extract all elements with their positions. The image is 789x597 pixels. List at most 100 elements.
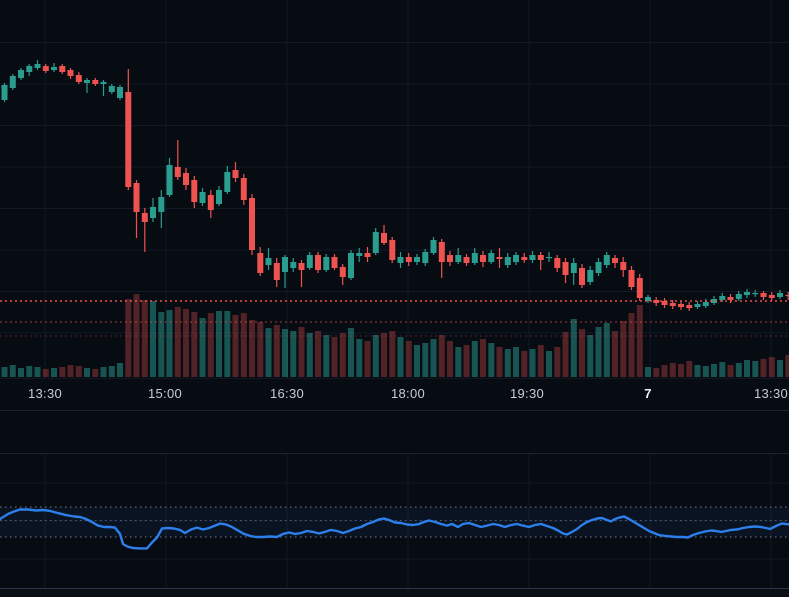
candle-wick bbox=[540, 252, 542, 270]
candle-body bbox=[562, 262, 569, 275]
candle-body bbox=[75, 75, 82, 82]
bottom-axis-strip[interactable] bbox=[0, 588, 789, 597]
volume-bar bbox=[447, 341, 453, 377]
candle-body bbox=[323, 257, 330, 270]
candle-body bbox=[414, 257, 420, 262]
volume-bar bbox=[51, 368, 57, 377]
candle-body bbox=[265, 258, 272, 265]
candle-body bbox=[513, 255, 519, 262]
volume-bar bbox=[150, 301, 156, 377]
candle-wick bbox=[177, 140, 179, 180]
candle-body bbox=[356, 253, 363, 256]
time-axis[interactable]: 13:30 15:00 16:30 18:00 19:30 7 13:30 bbox=[0, 378, 789, 411]
indicator-pane[interactable] bbox=[0, 454, 789, 588]
candle-body bbox=[521, 257, 528, 260]
volume-bar bbox=[199, 318, 206, 377]
candle-body bbox=[158, 197, 165, 212]
volume-bar bbox=[504, 349, 511, 377]
candle-body bbox=[18, 70, 24, 78]
volume-bar bbox=[537, 345, 544, 377]
candle-body bbox=[216, 190, 222, 204]
volume-bar bbox=[216, 311, 222, 377]
candle-body bbox=[471, 253, 478, 263]
candle-body bbox=[678, 304, 684, 307]
candle-body bbox=[141, 213, 148, 222]
volume-bar bbox=[719, 362, 726, 377]
volume-bar bbox=[273, 325, 280, 377]
volume-bar bbox=[26, 366, 33, 377]
volume-bar bbox=[67, 365, 74, 377]
candle-body bbox=[290, 262, 297, 268]
volume-bar bbox=[414, 345, 420, 377]
candle-body bbox=[273, 263, 280, 280]
volume-bar bbox=[59, 367, 66, 377]
candle-body bbox=[496, 257, 503, 259]
volume-bar bbox=[207, 313, 214, 377]
time-label: 19:30 bbox=[509, 386, 545, 401]
candle-body bbox=[488, 253, 495, 262]
candle-body bbox=[67, 70, 74, 76]
volume-bar bbox=[306, 333, 313, 377]
candle-body bbox=[92, 80, 99, 84]
candle-body bbox=[150, 207, 156, 218]
volume-bar bbox=[265, 328, 272, 377]
volume-bar bbox=[727, 365, 734, 377]
candle-body bbox=[240, 178, 247, 200]
candle-body bbox=[405, 257, 412, 262]
candle-wick bbox=[144, 208, 146, 252]
volume-bar bbox=[356, 339, 363, 377]
candle-body bbox=[348, 253, 354, 278]
candle-body bbox=[108, 86, 115, 92]
time-label: 15:00 bbox=[147, 386, 183, 401]
volume-bar bbox=[438, 335, 445, 377]
volume-bar bbox=[471, 341, 478, 377]
candle-body bbox=[364, 253, 371, 257]
volume-bar bbox=[191, 312, 198, 377]
volume-bar bbox=[636, 305, 643, 377]
candle-body bbox=[438, 242, 445, 262]
candle-body bbox=[554, 258, 561, 268]
candle-body bbox=[249, 198, 255, 250]
volume-bar bbox=[735, 363, 742, 377]
candle-body bbox=[224, 172, 231, 192]
candle-body bbox=[628, 270, 635, 287]
price-pane[interactable] bbox=[0, 0, 789, 378]
volume-bar bbox=[125, 299, 132, 377]
volume-bar bbox=[9, 365, 16, 377]
volume-bar bbox=[661, 365, 668, 377]
volume-bar bbox=[521, 351, 528, 377]
candle-body bbox=[719, 296, 726, 300]
candle-body bbox=[570, 263, 577, 273]
volume-bar bbox=[84, 368, 90, 377]
pane-gap bbox=[0, 412, 789, 453]
candle-body bbox=[752, 293, 759, 295]
candle-body bbox=[34, 64, 41, 68]
candle-body bbox=[174, 167, 181, 177]
volume-bar bbox=[232, 315, 239, 377]
candle-body bbox=[117, 87, 123, 98]
volume-bar bbox=[42, 369, 49, 377]
volume-bar bbox=[315, 331, 321, 377]
volume-bar bbox=[702, 366, 709, 377]
candle-body bbox=[711, 299, 717, 303]
candle-wick bbox=[102, 80, 105, 96]
volume-bar bbox=[669, 363, 676, 377]
candle-body bbox=[587, 270, 594, 282]
volume-bar bbox=[100, 367, 107, 377]
candle-body bbox=[306, 255, 313, 268]
volume-bar bbox=[513, 347, 519, 377]
volume-bar bbox=[348, 328, 354, 377]
volume-bar bbox=[389, 331, 396, 377]
volume-bar bbox=[768, 357, 775, 377]
volume-bar bbox=[1, 367, 8, 377]
volume-bar bbox=[117, 363, 123, 377]
volume-bar bbox=[249, 320, 255, 377]
candle-body bbox=[282, 257, 288, 272]
volume-bar bbox=[133, 294, 140, 377]
volume-bar bbox=[744, 360, 750, 377]
volume-bar bbox=[554, 347, 561, 377]
volume-bar bbox=[108, 366, 115, 377]
candle-body bbox=[785, 295, 789, 297]
volume-bar bbox=[752, 361, 759, 377]
